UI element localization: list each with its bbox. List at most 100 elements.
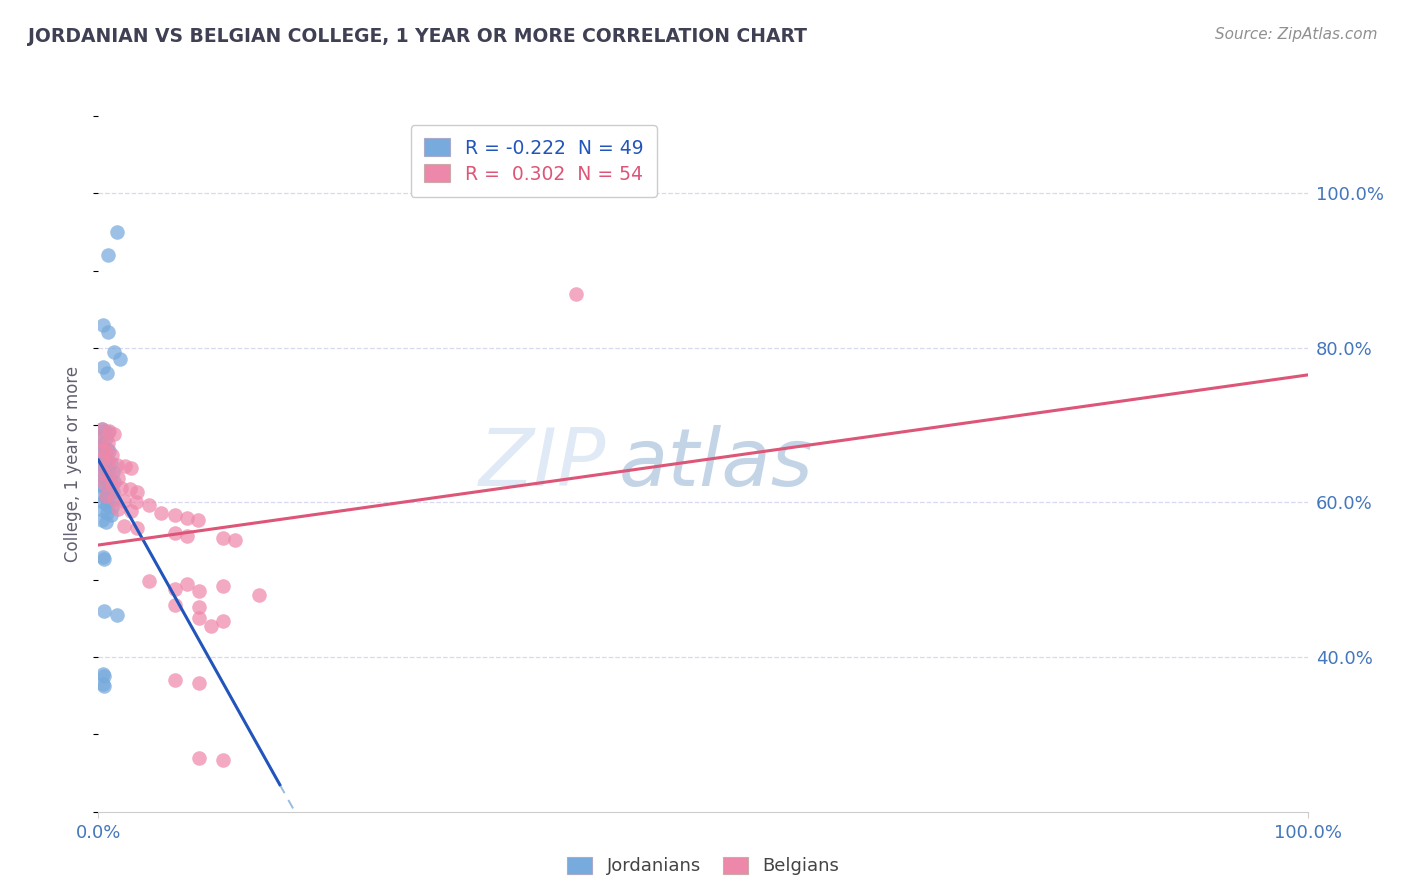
Point: [97, 326, 120, 340]
Point: [103, 344, 125, 359]
Point: [212, 579, 235, 593]
Point: [91, 318, 114, 332]
Point: [93, 476, 115, 491]
Point: [163, 598, 186, 612]
Point: [91, 466, 114, 480]
Point: [91, 453, 114, 467]
Point: [163, 673, 186, 688]
Point: [93, 604, 115, 618]
Point: [138, 574, 160, 589]
Point: [91, 495, 114, 509]
Point: [100, 456, 122, 470]
Point: [127, 521, 149, 535]
Point: [163, 508, 186, 522]
Point: [97, 463, 120, 477]
Point: [103, 426, 125, 441]
Point: [98, 468, 121, 483]
Point: [93, 460, 115, 475]
Point: [96, 454, 118, 468]
Point: [150, 506, 173, 520]
Point: [100, 448, 122, 462]
Point: [176, 576, 198, 591]
Point: [187, 513, 209, 527]
Point: [91, 512, 114, 526]
Point: [93, 552, 115, 566]
Point: [101, 485, 124, 500]
Point: [100, 478, 122, 492]
Point: [93, 481, 115, 495]
Point: [96, 442, 118, 457]
Point: [91, 422, 114, 436]
Text: Source: ZipAtlas.com: Source: ZipAtlas.com: [1215, 27, 1378, 42]
Point: [97, 436, 120, 450]
Point: [98, 444, 121, 458]
Point: [187, 750, 209, 764]
Point: [200, 619, 222, 633]
Point: [224, 533, 246, 548]
Point: [94, 490, 117, 504]
Point: [93, 471, 115, 485]
Point: [127, 484, 149, 499]
Point: [97, 483, 120, 497]
Point: [96, 506, 118, 520]
Point: [101, 466, 124, 480]
Point: [91, 468, 114, 483]
Point: [94, 489, 117, 503]
Point: [94, 431, 117, 445]
Point: [112, 518, 135, 533]
Point: [96, 498, 118, 512]
Point: [91, 458, 114, 473]
Point: [97, 248, 120, 262]
Point: [163, 526, 186, 541]
Point: [91, 503, 114, 517]
Point: [212, 614, 235, 628]
Point: [212, 753, 235, 767]
Point: [187, 584, 209, 599]
Point: [114, 459, 136, 474]
Point: [103, 491, 125, 506]
Point: [100, 500, 122, 515]
Point: [212, 531, 235, 545]
Point: [120, 461, 142, 475]
Point: [110, 481, 132, 495]
Point: [91, 549, 114, 564]
Y-axis label: College, 1 year or more: College, 1 year or more: [65, 366, 83, 562]
Point: [176, 511, 198, 525]
Point: [107, 501, 129, 516]
Point: [138, 498, 160, 512]
Point: [187, 599, 209, 614]
Point: [187, 675, 209, 690]
Point: [91, 449, 114, 463]
Point: [103, 475, 125, 490]
Point: [93, 669, 115, 683]
Point: [118, 483, 141, 497]
Point: [108, 352, 131, 367]
Point: [96, 366, 118, 380]
Point: [91, 442, 114, 457]
Point: [93, 451, 115, 466]
Point: [94, 515, 117, 529]
Point: [247, 588, 270, 602]
Point: [107, 471, 129, 485]
Point: [91, 440, 114, 454]
Point: [565, 286, 588, 301]
Text: JORDANIAN VS BELGIAN COLLEGE, 1 YEAR OR MORE CORRELATION CHART: JORDANIAN VS BELGIAN COLLEGE, 1 YEAR OR …: [28, 27, 807, 45]
Point: [97, 425, 120, 439]
Text: atlas: atlas: [619, 425, 813, 503]
Point: [98, 425, 121, 439]
Point: [125, 495, 148, 509]
Point: [100, 508, 122, 522]
Point: [91, 434, 114, 448]
Point: [112, 494, 135, 508]
Point: [187, 611, 209, 625]
Point: [91, 360, 114, 375]
Point: [91, 422, 114, 436]
Point: [105, 607, 128, 622]
Point: [91, 488, 114, 502]
Point: [565, 170, 588, 185]
Point: [91, 677, 114, 691]
Point: [97, 455, 120, 469]
Point: [93, 424, 115, 438]
Point: [100, 492, 122, 507]
Legend: Jordanians, Belgians: Jordanians, Belgians: [555, 846, 851, 886]
